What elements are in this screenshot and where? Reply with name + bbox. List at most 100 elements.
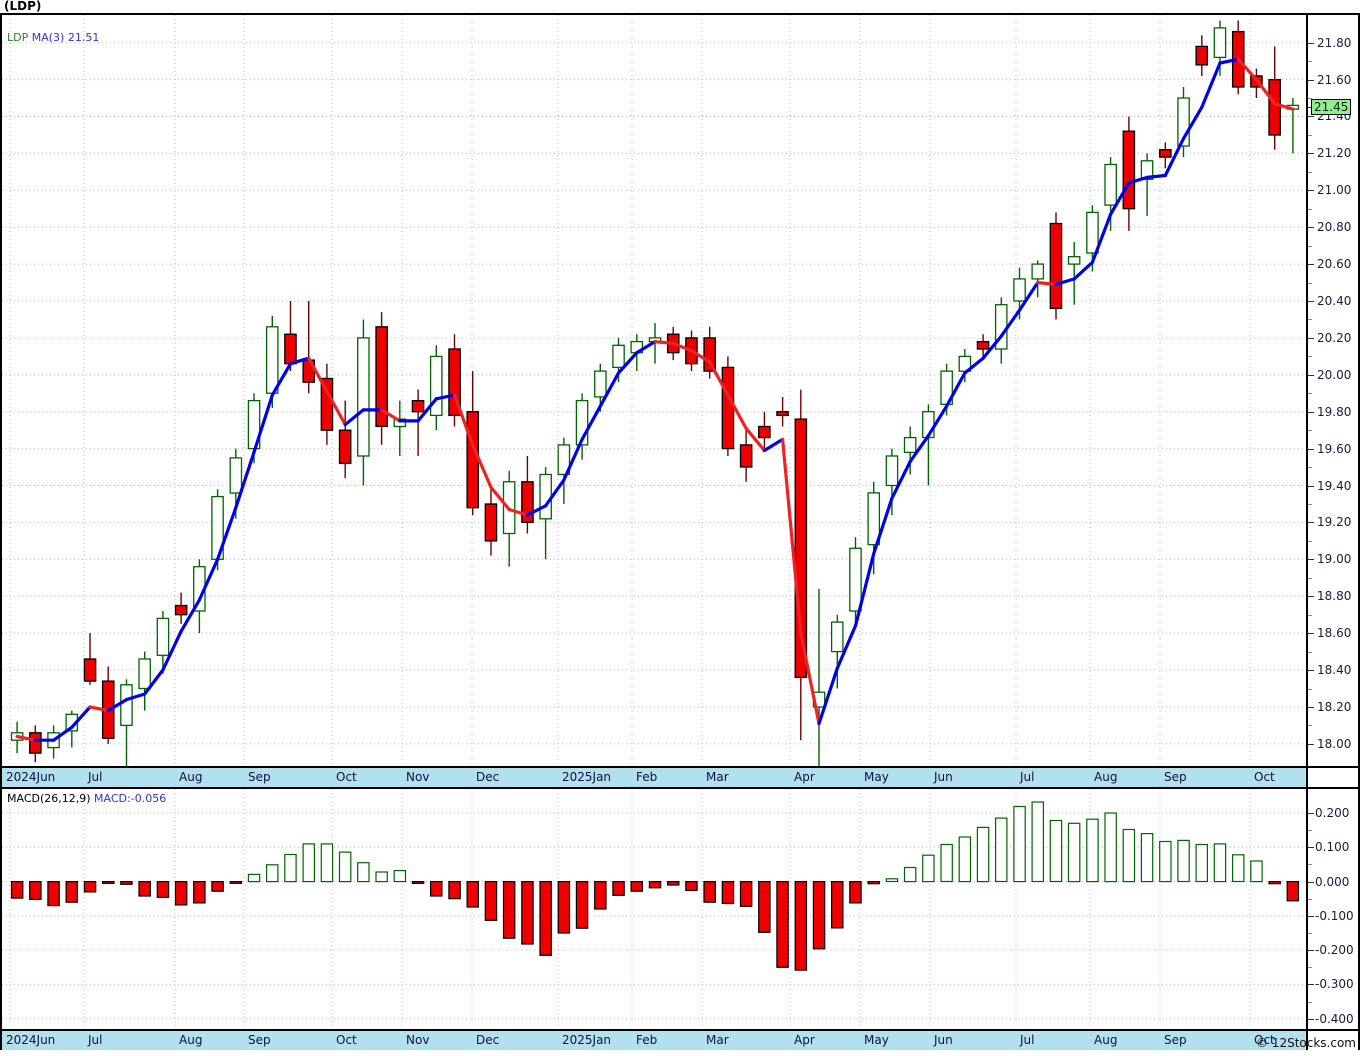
- candle-up: [1013, 278, 1026, 302]
- candle-up: [156, 617, 170, 656]
- candle-up: [1031, 263, 1045, 280]
- candle-down: [466, 411, 480, 509]
- date-label-top: 2024Jun: [6, 770, 56, 784]
- price-tick: [1308, 411, 1314, 413]
- price-tick-label: 19.80: [1317, 404, 1352, 419]
- ma-segment-falling: [799, 631, 821, 726]
- macd-bar-positive: [1140, 832, 1154, 883]
- candle-up: [830, 621, 844, 653]
- candle-up: [1067, 256, 1081, 265]
- date-label-bottom: Jun: [934, 1033, 953, 1047]
- candle-up: [575, 399, 589, 446]
- ma-segment-falling: [1254, 77, 1277, 106]
- ma-segment-rising: [106, 697, 129, 713]
- candle-down: [83, 658, 97, 682]
- ma-segment-falling: [708, 360, 730, 397]
- date-label-top: Sep: [248, 770, 271, 784]
- candle-down: [1122, 130, 1136, 210]
- macd-plot-svg: [2, 789, 1306, 1029]
- date-label-bottom: Apr: [794, 1033, 815, 1047]
- candle-up: [1086, 211, 1099, 254]
- candle-down: [521, 481, 534, 524]
- candle-down: [411, 399, 425, 413]
- price-tick: [1308, 374, 1314, 376]
- price-tick: [1308, 633, 1314, 635]
- date-label-top: Jun: [934, 770, 953, 784]
- price-legend: LDP MA(3) 21.51: [7, 31, 99, 44]
- ma-segment-rising: [926, 404, 949, 438]
- ma-segment-rising: [963, 356, 985, 375]
- price-tick-label: 19.20: [1317, 515, 1352, 530]
- ma-segment-rising: [635, 340, 657, 355]
- price-tick-minor: [1308, 430, 1312, 432]
- candle-down: [338, 429, 352, 465]
- date-label-bottom: Aug: [1094, 1033, 1118, 1047]
- macd-bar-negative: [612, 880, 625, 896]
- candle-down: [976, 340, 990, 350]
- macd-bar-negative: [557, 880, 571, 934]
- ma-segment-rising: [416, 397, 438, 423]
- legend-symbol: LDP: [7, 31, 29, 44]
- price-tick: [1308, 227, 1314, 229]
- ma-segment-falling: [88, 705, 110, 713]
- date-label-bottom: Sep: [1164, 1033, 1187, 1047]
- ma-segment-rising: [161, 629, 183, 672]
- price-plot-svg: [2, 15, 1306, 766]
- candle-down: [1159, 149, 1172, 158]
- date-label-bottom: Mar: [706, 1033, 729, 1047]
- macd-tick: [1308, 847, 1314, 849]
- title-bar: (LDP): [0, 0, 1360, 13]
- macd-tick-label: -0.200: [1315, 943, 1354, 958]
- price-chart-panel: LDP MA(3) 21.51: [0, 13, 1306, 768]
- ma-segment-rising: [562, 437, 584, 482]
- ma-segment-rising: [1181, 105, 1204, 141]
- date-label-top: Jul: [88, 770, 103, 784]
- macd-bar-negative: [47, 880, 60, 907]
- ma-segment-falling: [471, 443, 493, 489]
- candle-up: [539, 473, 552, 520]
- macd-tick-label: 0.100: [1315, 840, 1350, 855]
- date-label-bottom: 2024Jun: [6, 1033, 56, 1047]
- ma-segment-rising: [908, 434, 931, 464]
- macd-bar-negative: [758, 880, 771, 933]
- price-tick-minor: [1308, 393, 1312, 395]
- price-tick-minor: [1308, 98, 1312, 100]
- candle-down: [484, 503, 498, 542]
- ma-segment-falling: [1036, 281, 1058, 286]
- price-tick: [1308, 79, 1314, 81]
- macd-bar-negative: [521, 880, 534, 945]
- price-tick: [1308, 596, 1314, 598]
- ma-segment-rising: [835, 624, 858, 670]
- ma-segment-rising: [70, 705, 92, 729]
- macd-value: MACD:-0.056: [94, 792, 167, 805]
- date-label-top: Feb: [636, 770, 658, 784]
- macd-bar-negative: [83, 880, 97, 893]
- date-label-top: Oct: [336, 770, 357, 784]
- ma-segment-falling: [307, 356, 329, 393]
- ma-segment-rising: [216, 506, 238, 561]
- macd-axis: 0.200 0.100 0.000 -0.100 -0.200 -0.300 -0.400: [1306, 787, 1360, 1031]
- macd-bar-negative: [138, 880, 151, 897]
- candle-up: [885, 455, 899, 487]
- date-label-top: Sep: [1164, 770, 1187, 784]
- macd-bar-positive: [1049, 819, 1063, 883]
- candle-down: [794, 418, 808, 679]
- price-tick-minor: [1308, 356, 1312, 358]
- price-tick-label: 19.60: [1317, 441, 1352, 456]
- ma-segment-rising: [999, 308, 1022, 338]
- macd-bar-positive: [903, 866, 917, 883]
- candle-down: [29, 732, 42, 754]
- macd-bar-positive: [302, 843, 316, 883]
- ma-segment-rising: [1218, 57, 1240, 65]
- macd-bar-negative: [448, 880, 461, 900]
- candle-up: [1213, 27, 1227, 59]
- candle-up: [429, 355, 443, 417]
- price-tick-label: 19.40: [1317, 478, 1352, 493]
- price-tick-label: 20.00: [1317, 367, 1352, 382]
- ma-segment-rising: [981, 334, 1003, 360]
- macd-tick-minor: [1308, 864, 1312, 866]
- price-tick: [1308, 153, 1314, 155]
- macd-label: MACD(26,12,9): [7, 792, 91, 805]
- price-tick-minor: [1308, 61, 1312, 63]
